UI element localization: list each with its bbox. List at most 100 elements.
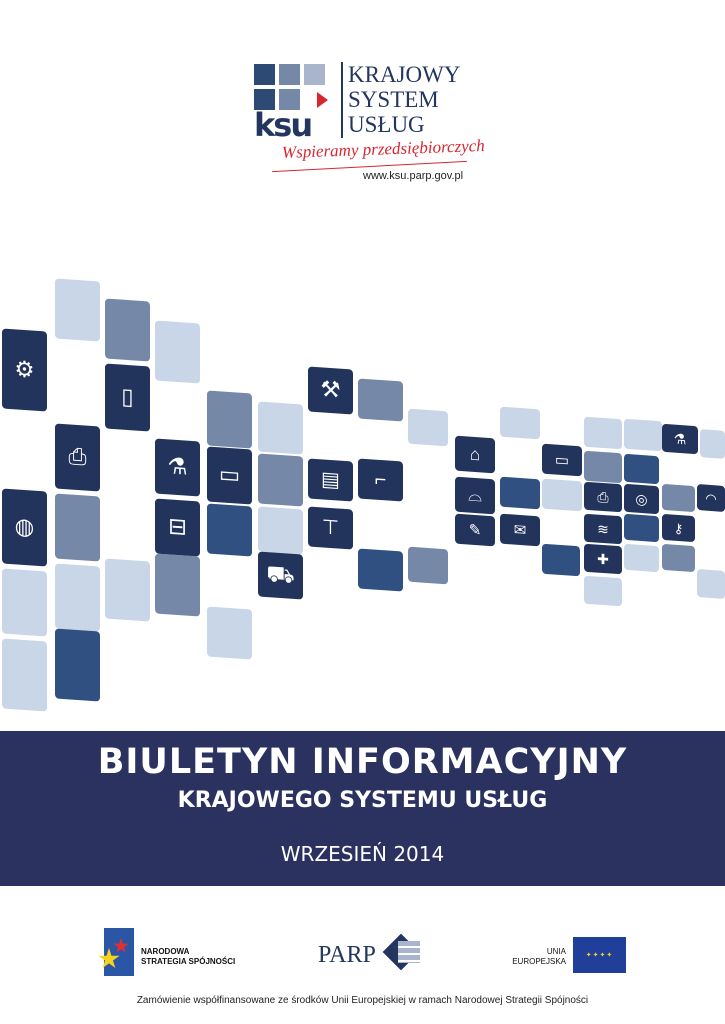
shopping-cart-icon: ⛟ xyxy=(266,561,295,589)
bulletin-subtitle: KRAJOWEGO SYSTEMU USŁUG xyxy=(177,788,548,813)
tile-dark xyxy=(207,503,252,557)
tile-satellite-dish-icon: ⌓ xyxy=(455,476,495,515)
first-aid-icon: ✚ xyxy=(597,550,609,568)
tile-light xyxy=(700,429,725,459)
radiator-icon: ≋ xyxy=(597,520,609,538)
nss-line-1: NARODOWA xyxy=(141,947,190,956)
eu-flag-icon: ✦✦✦✦ xyxy=(573,937,626,973)
tile-light xyxy=(207,606,252,660)
eu-line-1: UNIA xyxy=(546,947,566,956)
nss-line-2: STRATEGIA SPÓJNOŚCI xyxy=(141,957,236,966)
tile-radiator-icon: ≋ xyxy=(584,513,622,545)
tile-mid xyxy=(662,483,695,513)
tile-mobile-phone-icon: ▯ xyxy=(105,363,150,432)
mobile-phone-icon: ▯ xyxy=(121,383,134,410)
www-icon: ◎ xyxy=(635,490,648,508)
shoe-icon: ⌐ xyxy=(374,468,387,492)
printer-icon: ⎙ xyxy=(68,443,87,470)
tile-mid xyxy=(155,553,200,617)
paint-brush-icon: ✎ xyxy=(468,521,482,539)
tile-light xyxy=(584,416,622,450)
globe-icon: ◍ xyxy=(14,513,35,540)
tile-factory-icon: ⌂ xyxy=(455,435,495,474)
tile-train-icon: ⊟ xyxy=(155,498,200,557)
logo-divider xyxy=(341,62,343,138)
mail-icon: ✉ xyxy=(513,521,527,539)
tile-light xyxy=(584,575,622,607)
tile-book-icon: ▤ xyxy=(308,458,353,502)
tile-key-icon: ⚷ xyxy=(662,513,695,543)
tile-laptop-icon: ▭ xyxy=(542,443,582,477)
printer-icon: ⎙ xyxy=(597,488,609,506)
tile-light xyxy=(2,568,47,637)
tile-mid xyxy=(207,390,252,449)
tile-globe-icon: ◍ xyxy=(2,488,47,567)
tv-icon: ▭ xyxy=(218,461,241,488)
tile-tv-icon: ▭ xyxy=(207,446,252,505)
title-banner: BIULETYN INFORMACYJNY KRAJOWEGO SYSTEMU … xyxy=(0,731,725,886)
flask-icon: ⚗ xyxy=(673,430,687,448)
tile-mid xyxy=(258,453,303,507)
satellite-dish-icon: ⌓ xyxy=(468,484,482,506)
tile-light xyxy=(624,418,662,452)
bulletin-title: BIULETYN INFORMACYJNY xyxy=(97,742,628,782)
tile-light xyxy=(105,558,150,622)
factory-icon: ⌂ xyxy=(469,443,481,465)
tile-dark xyxy=(542,543,580,577)
tile-flask-icon: ⚗ xyxy=(155,438,200,497)
logo-line-3: USŁUG xyxy=(348,112,425,137)
tile-printer-icon: ⎙ xyxy=(584,481,622,513)
tile-light xyxy=(408,408,448,447)
tile-light xyxy=(2,638,47,712)
logo-line-2: SYSTEM xyxy=(348,87,439,112)
tile-light xyxy=(258,401,303,455)
tile-dark xyxy=(358,548,403,592)
tile-mid xyxy=(55,493,100,562)
tile-dark xyxy=(624,453,659,485)
tile-dark xyxy=(624,513,659,543)
tile-shopping-cart-icon: ⛟ xyxy=(258,551,303,600)
tile-light xyxy=(55,563,100,632)
wrench-icon: ⚒ xyxy=(320,376,341,403)
train-icon: ⊟ xyxy=(168,513,187,540)
eu-line-2: EUROPEJSKA xyxy=(512,957,566,966)
tile-light xyxy=(258,506,303,555)
tile-wrench-icon: ⚒ xyxy=(308,366,353,415)
tile-shirt-icon: ⊤ xyxy=(308,506,353,550)
tile-dark xyxy=(55,628,100,702)
tile-mail-icon: ✉ xyxy=(500,513,540,547)
tile-paint-brush-icon: ✎ xyxy=(455,513,495,547)
tile-light xyxy=(55,278,100,342)
tile-mid xyxy=(584,450,622,484)
tile-www-icon: ◎ xyxy=(624,483,659,515)
tile-shoe-icon: ⌐ xyxy=(358,458,403,502)
shirt-icon: ⊤ xyxy=(321,516,340,540)
footer-note: Zamówienie współfinansowane ze środków U… xyxy=(136,995,589,1006)
tile-first-aid-icon: ✚ xyxy=(584,543,622,575)
ksu-abbr: ksu xyxy=(254,106,313,144)
tile-light xyxy=(542,478,582,512)
tile-dark xyxy=(500,476,540,510)
tile-gear-icon: ⚙ xyxy=(2,328,47,412)
tile-printer-icon: ⎙ xyxy=(55,423,100,492)
key-icon: ⚷ xyxy=(673,520,684,536)
tile-mid xyxy=(662,543,695,573)
tile-mid xyxy=(105,298,150,362)
tile-cap-icon: ◠ xyxy=(697,484,725,512)
cap-icon: ◠ xyxy=(705,490,717,506)
logo-tagline: Wspieramy przedsiębiorczych xyxy=(281,135,486,162)
tile-flask-icon: ⚗ xyxy=(662,423,698,455)
flask-icon: ⚗ xyxy=(167,453,188,480)
tile-light xyxy=(500,406,540,440)
book-icon: ▤ xyxy=(321,468,340,492)
tile-mid xyxy=(358,378,403,422)
parp-text: PARP xyxy=(318,942,376,968)
tile-mid xyxy=(408,546,448,585)
parp-grid-icon xyxy=(398,941,420,963)
tile-light xyxy=(697,569,725,599)
tile-light xyxy=(624,543,659,573)
tile-light xyxy=(155,320,200,384)
website-url[interactable]: www.ksu.parp.gov.pl xyxy=(363,170,464,182)
logo-line-1: KRAJOWY xyxy=(348,62,461,87)
laptop-icon: ▭ xyxy=(554,451,570,469)
